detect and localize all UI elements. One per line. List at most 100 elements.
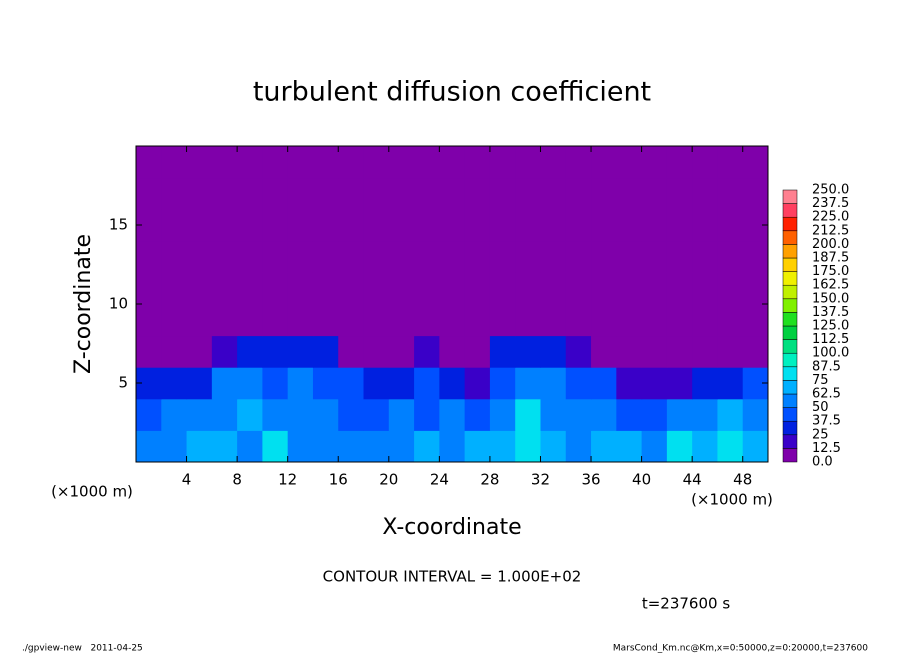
heatmap-cell — [363, 146, 390, 179]
heatmap-cell — [161, 335, 188, 368]
heatmap-cell — [312, 209, 339, 242]
heatmap-cell — [186, 177, 213, 210]
heatmap-cell — [717, 272, 744, 305]
colorbar-label: 62.5 — [812, 387, 841, 402]
heatmap-cell — [237, 304, 263, 337]
heatmap-cell — [287, 304, 314, 337]
x-tick-label: 36 — [581, 471, 600, 489]
heatmap-cell — [515, 398, 541, 431]
heatmap-cell — [641, 177, 668, 210]
x-tick-label: 44 — [683, 471, 702, 489]
heatmap-cell — [565, 240, 592, 273]
heatmap-cell — [262, 177, 289, 210]
colorbar-label: 0.0 — [812, 455, 833, 470]
annotation: CONTOUR INTERVAL = 1.000E+02 — [323, 568, 582, 586]
y-axis-label: Z-coordinate — [71, 234, 96, 374]
heatmap-cell — [439, 177, 466, 210]
heatmap-cell — [211, 398, 238, 431]
heatmap-cell — [489, 335, 516, 368]
annotation: t=237600 s — [642, 595, 730, 613]
heatmap-cell — [464, 240, 491, 273]
heatmap-cell — [565, 146, 592, 179]
heatmap-cell — [717, 335, 744, 368]
heatmap-cell — [136, 304, 162, 337]
heatmap-cell — [591, 272, 617, 305]
heatmap-cell — [591, 177, 617, 210]
colorbar-band — [782, 339, 798, 354]
x-tick-label: 12 — [278, 471, 297, 489]
heatmap-cell — [136, 430, 162, 463]
heatmap-cell — [591, 146, 617, 179]
heatmap-cell — [616, 146, 643, 179]
heatmap-cell — [211, 335, 238, 368]
heatmap-cell — [237, 367, 263, 400]
colorbar-band — [782, 448, 798, 463]
colorbar-label: 37.5 — [812, 414, 841, 429]
heatmap-cell — [742, 398, 769, 431]
colorbar-label: 250.0 — [812, 183, 849, 198]
heatmap-cell — [237, 335, 263, 368]
heatmap-cell — [515, 240, 541, 273]
heatmap-cell — [464, 335, 491, 368]
x-tick-label: 32 — [531, 471, 550, 489]
heatmap-cell — [565, 209, 592, 242]
heatmap-cell — [414, 367, 440, 400]
heatmap-cell — [641, 146, 668, 179]
heatmap-cell — [312, 398, 339, 431]
heatmap-cell — [211, 209, 238, 242]
y-tick-label: 5 — [118, 374, 128, 392]
heatmap-cell — [641, 240, 668, 273]
heatmap-cell — [287, 367, 314, 400]
heatmap-cell — [616, 430, 643, 463]
colorbar-label: 175.0 — [812, 264, 849, 279]
colorbar-label: 100.0 — [812, 346, 849, 361]
heatmap-cell — [338, 367, 365, 400]
colorbar-label: 200.0 — [812, 237, 849, 252]
heatmap-cell — [489, 240, 516, 273]
colorbar-band — [782, 257, 798, 272]
heatmap-cell — [338, 430, 365, 463]
heatmap-cell — [186, 240, 213, 273]
heatmap-cell — [717, 398, 744, 431]
heatmap-cell — [161, 304, 188, 337]
colorbar-band — [782, 393, 798, 408]
heatmap-cell — [591, 367, 617, 400]
heatmap-cell — [692, 240, 718, 273]
footer: MarsCond_Km.nc@Km,x=0:50000,z=0:20000,t=… — [613, 644, 868, 654]
colorbar-label: 237.5 — [812, 196, 849, 211]
heatmap-cell — [489, 146, 516, 179]
heatmap-cell — [666, 430, 693, 463]
heatmap-cell — [591, 240, 617, 273]
heatmap-cell — [262, 209, 289, 242]
heatmap-cell — [161, 367, 188, 400]
heatmap-cell — [742, 272, 769, 305]
colorbar-band — [782, 352, 798, 368]
heatmap-cell — [211, 240, 238, 273]
colorbar-label: 137.5 — [812, 305, 849, 320]
heatmap-cell — [161, 272, 188, 305]
heatmap-cell — [186, 398, 213, 431]
heatmap-cell — [262, 430, 289, 463]
heatmap-cell — [540, 398, 567, 431]
heatmap-cell — [742, 146, 769, 179]
colorbar-band — [782, 312, 798, 327]
heatmap-cell — [565, 367, 592, 400]
heatmap-cell — [414, 240, 440, 273]
heatmap-cell — [464, 398, 491, 431]
x-tick-label: 16 — [329, 471, 348, 489]
heatmap-cell — [161, 177, 188, 210]
x-tick-label: 8 — [232, 471, 242, 489]
x-axis-label: X-coordinate — [382, 515, 521, 540]
colorbar-band — [782, 216, 798, 232]
heatmap-cell — [237, 209, 263, 242]
heatmap-cell — [666, 146, 693, 179]
heatmap-cell — [211, 304, 238, 337]
heatmap-cell — [464, 304, 491, 337]
heatmap-cell — [692, 146, 718, 179]
heatmap-cell — [211, 177, 238, 210]
heatmap-cell — [565, 304, 592, 337]
heatmap-cell — [262, 398, 289, 431]
heatmap-cell — [136, 240, 162, 273]
heatmap-cell — [287, 398, 314, 431]
